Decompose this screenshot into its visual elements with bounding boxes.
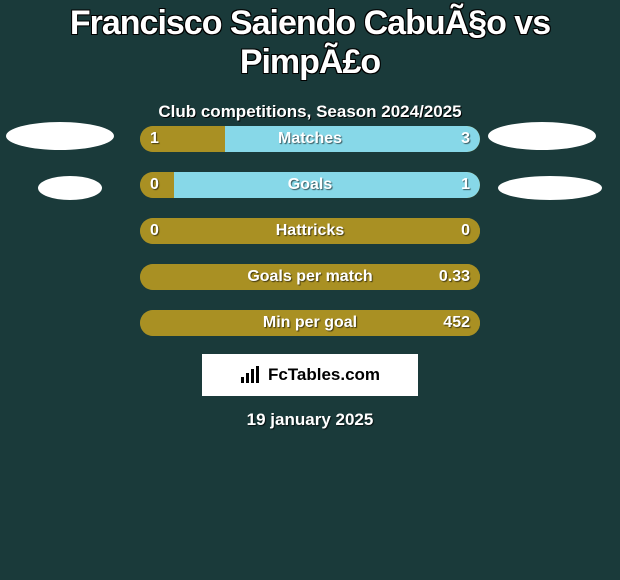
stat-label: Hattricks [140, 218, 480, 244]
stat-label: Min per goal [140, 310, 480, 336]
stat-label: Goals [140, 172, 480, 198]
left-ellipse-1 [38, 176, 102, 200]
bar-chart-icon [240, 366, 262, 384]
page-subtitle: Club competitions, Season 2024/2025 [0, 102, 620, 122]
page-title: Francisco Saiendo CabuÃ§o vs PimpÃ£o [0, 0, 620, 82]
stat-row: 00Hattricks [140, 218, 480, 244]
stat-row: 0.33Goals per match [140, 264, 480, 290]
stat-row: 01Goals [140, 172, 480, 198]
stat-bars: 13Matches 01Goals 00Hattricks 0.33Goals per… [140, 126, 480, 356]
fctables-logo: FcTables.com [202, 354, 418, 396]
stat-row: 452Min per goal [140, 310, 480, 336]
snapshot-date: 19 january 2025 [0, 410, 620, 430]
left-ellipse-0 [6, 122, 114, 150]
right-ellipse-1 [498, 176, 602, 200]
right-ellipse-0 [488, 122, 596, 150]
stat-row: 13Matches [140, 126, 480, 152]
stat-label: Goals per match [140, 264, 480, 290]
stat-label: Matches [140, 126, 480, 152]
comparison-infographic: Francisco Saiendo CabuÃ§o vs PimpÃ£o Clu… [0, 0, 620, 580]
logo-text: FcTables.com [268, 365, 380, 385]
